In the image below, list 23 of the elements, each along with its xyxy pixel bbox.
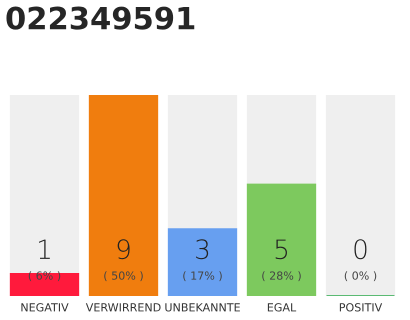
data-label: 1 — [39, 240, 50, 259]
bar — [168, 228, 238, 296]
x-tick-label: UNBEKANNTE — [165, 303, 240, 312]
data-label: 9 — [118, 239, 130, 260]
bar — [246, 95, 316, 186]
data-label: 3 — [196, 239, 208, 260]
annotation: ( 6% ) — [28, 271, 60, 282]
x-tick-label: NEGATIV — [21, 303, 69, 312]
bar — [168, 95, 238, 230]
bar — [246, 184, 316, 296]
bar — [10, 272, 80, 296]
x-tick-label: POSITIV — [340, 303, 382, 312]
annotation: ( 0% ) — [344, 271, 376, 282]
bar — [88, 95, 158, 296]
annotation: ( 50% ) — [104, 271, 143, 282]
bar — [326, 95, 396, 296]
x-tick-label: EGAL — [268, 303, 296, 312]
annotation: ( 17% ) — [183, 271, 222, 282]
annotation: ( 28% ) — [262, 271, 301, 282]
x-tick-label: VERWIRREND — [86, 303, 161, 312]
chart-title: 022349591 — [6, 6, 194, 30]
data-label: 5 — [276, 240, 287, 260]
data-label: 0 — [354, 239, 366, 260]
